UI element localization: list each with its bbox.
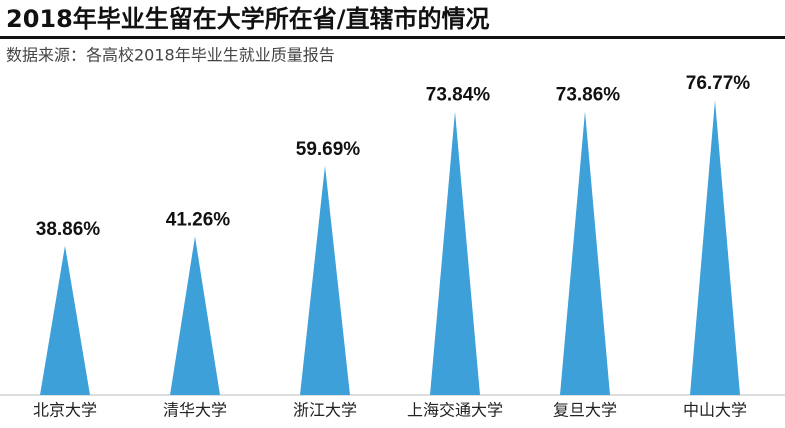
- triangle-bar: [300, 165, 350, 395]
- x-tick-label: 清华大学: [163, 401, 227, 420]
- value-label: 73.86%: [556, 84, 621, 105]
- value-label: 38.86%: [36, 219, 101, 240]
- triangle-bar: [560, 111, 610, 396]
- triangle-bar: [690, 100, 740, 396]
- chart-subtitle: 数据来源：各高校2018年毕业生就业质量报告: [6, 46, 335, 65]
- value-label: 76.77%: [686, 73, 751, 94]
- triangle-bar: [40, 245, 90, 395]
- x-tick-label: 上海交通大学: [407, 401, 503, 420]
- triangle-bar: [170, 236, 220, 395]
- x-tick-label: 中山大学: [683, 401, 747, 420]
- x-tick-label: 北京大学: [33, 401, 97, 420]
- x-tick-label: 浙江大学: [293, 401, 357, 420]
- title-rule: [0, 36, 785, 39]
- value-label: 41.26%: [166, 210, 231, 231]
- value-label: 73.84%: [426, 84, 491, 105]
- x-tick-label: 复旦大学: [553, 401, 617, 420]
- chart-title: 2018年毕业生留在大学所在省/直辖市的情况: [6, 5, 490, 33]
- triangle-bar: [430, 111, 480, 395]
- value-label: 59.69%: [296, 139, 361, 160]
